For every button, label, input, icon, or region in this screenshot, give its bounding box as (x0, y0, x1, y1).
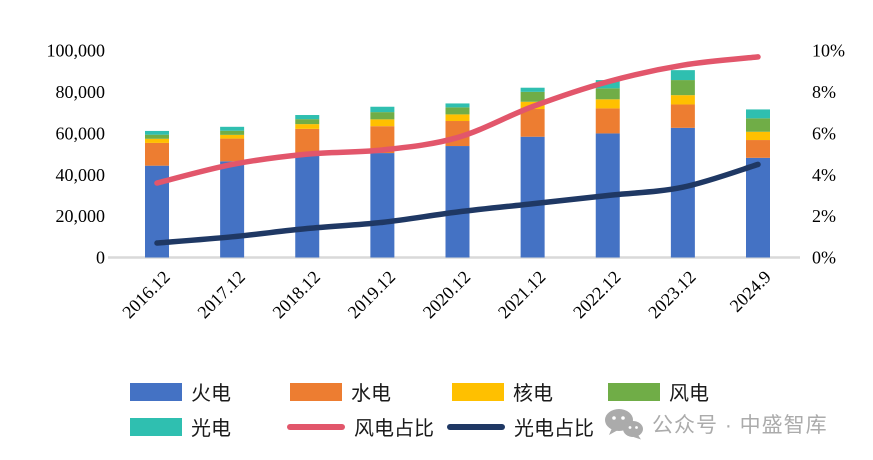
line-风电占比 (154, 54, 761, 186)
bar-segment (670, 127, 695, 258)
legend-label-fengdian: 风电 (669, 383, 709, 405)
bar-segment (746, 118, 770, 132)
bar-segment (746, 109, 770, 119)
svg-text:0: 0 (96, 248, 105, 268)
watermark: 公众号 · 中盛智库 (604, 408, 828, 440)
svg-text:2%: 2% (812, 206, 836, 226)
percentage-lines (154, 54, 761, 246)
bar-segment (295, 119, 320, 125)
bar-segment (595, 88, 620, 100)
combo-chart: 0 20,000 40,000 60,000 80,000 100,000 0% 2% 4% 6… (47, 41, 846, 323)
bar-segment (670, 95, 695, 105)
bar-segment (520, 91, 545, 102)
bar-segment (670, 80, 695, 96)
bar-segment (145, 134, 169, 139)
bar-segment (220, 138, 245, 162)
svg-text:100,000: 100,000 (47, 41, 106, 61)
legend-item-guangdian: 光电 (130, 412, 231, 441)
bar-segment (370, 106, 395, 113)
legend-line-guangdian-zhanbi (447, 423, 505, 430)
svg-text:40,000: 40,000 (56, 165, 106, 185)
x-axis-label: 2021.12 (494, 267, 550, 323)
legend-item-hedian: 核电 (452, 377, 553, 406)
legend-item-guangdian-zhanbi: 光电占比 (447, 412, 594, 441)
x-axis-label: 2018.12 (269, 267, 325, 323)
bar-segment (295, 124, 320, 129)
bar-segment (520, 109, 545, 137)
svg-text:0%: 0% (812, 248, 836, 268)
bar-segment (370, 119, 395, 127)
svg-text:4%: 4% (812, 165, 836, 185)
bar-segment (520, 136, 545, 258)
x-axis-label: 2017.12 (193, 267, 249, 323)
legend-label-huodian: 火电 (191, 383, 231, 405)
x-axis-label: 2020.12 (419, 267, 475, 323)
x-axis-label: 2023.12 (644, 267, 700, 323)
legend-label-guangdian: 光电 (191, 418, 231, 440)
bar-segment (145, 138, 169, 143)
legend-swatch-huodian (130, 382, 182, 401)
y-axis-left-labels: 0 20,000 40,000 60,000 80,000 100,000 (47, 41, 106, 268)
x-axis-labels: 2016.12 2017.12 2018.12 2019.12 2020.12 2021.… (118, 267, 775, 323)
bar-segment (595, 99, 620, 109)
bar-segment (145, 130, 169, 135)
x-axis-label: 2024.9 (726, 267, 775, 316)
bar-segment (595, 108, 620, 134)
svg-text:60,000: 60,000 (56, 123, 106, 143)
legend-swatch-fengdian (608, 382, 660, 401)
x-axis-label: 2019.12 (344, 267, 400, 323)
legend-line-fengdian-zhanbi (287, 423, 345, 430)
bar-segment (746, 131, 770, 141)
bar-segment (220, 134, 245, 139)
legend-item-huodian: 火电 (130, 377, 231, 406)
bar-segment (220, 130, 245, 135)
legend-swatch-hedian (452, 382, 504, 401)
legend-label-guangdian-zhanbi: 光电占比 (514, 418, 594, 440)
bar-segment (295, 128, 320, 155)
bar-segment (445, 146, 470, 258)
bar-segment (520, 87, 545, 92)
bar-segment (670, 70, 695, 81)
bar-segment (445, 114, 470, 122)
stacked-bars (145, 70, 770, 258)
legend-label-fengdian-zhanbi: 风电占比 (354, 418, 434, 440)
bar-segment (295, 154, 320, 258)
legend-swatch-shuidian (290, 382, 342, 401)
bar-segment (670, 104, 695, 128)
legend-item-fengdian-zhanbi: 风电占比 (287, 412, 434, 441)
svg-text:20,000: 20,000 (56, 206, 106, 226)
line-光电占比 (154, 161, 761, 246)
wechat-icon (605, 409, 643, 440)
svg-text:6%: 6% (812, 123, 836, 143)
svg-text:80,000: 80,000 (56, 82, 106, 102)
bar-segment (370, 153, 395, 258)
bar-segment (145, 142, 169, 166)
bar-segment (746, 157, 770, 258)
legend-label-shuidian: 水电 (351, 383, 391, 405)
svg-text:8%: 8% (812, 82, 836, 102)
bar-segment (295, 115, 320, 120)
x-axis-label: 2022.12 (569, 267, 625, 323)
bar-segment (445, 103, 470, 108)
svg-text:10%: 10% (812, 41, 845, 61)
bar-segment (370, 112, 395, 120)
bar-segment (445, 107, 470, 115)
y-axis-right-labels: 0% 2% 4% 6% 8% 10% (812, 41, 845, 268)
legend-item-fengdian: 风电 (608, 377, 709, 406)
bar-segment (220, 126, 245, 131)
legend-label-hedian: 核电 (513, 383, 553, 405)
watermark-text: 公众号 · 中盛智库 (652, 414, 828, 437)
bar-segment (746, 140, 770, 158)
legend-item-shuidian: 水电 (290, 377, 391, 406)
legend-swatch-guangdian (130, 417, 182, 436)
bar-segment (220, 161, 245, 258)
x-axis-label: 2016.12 (118, 267, 174, 323)
